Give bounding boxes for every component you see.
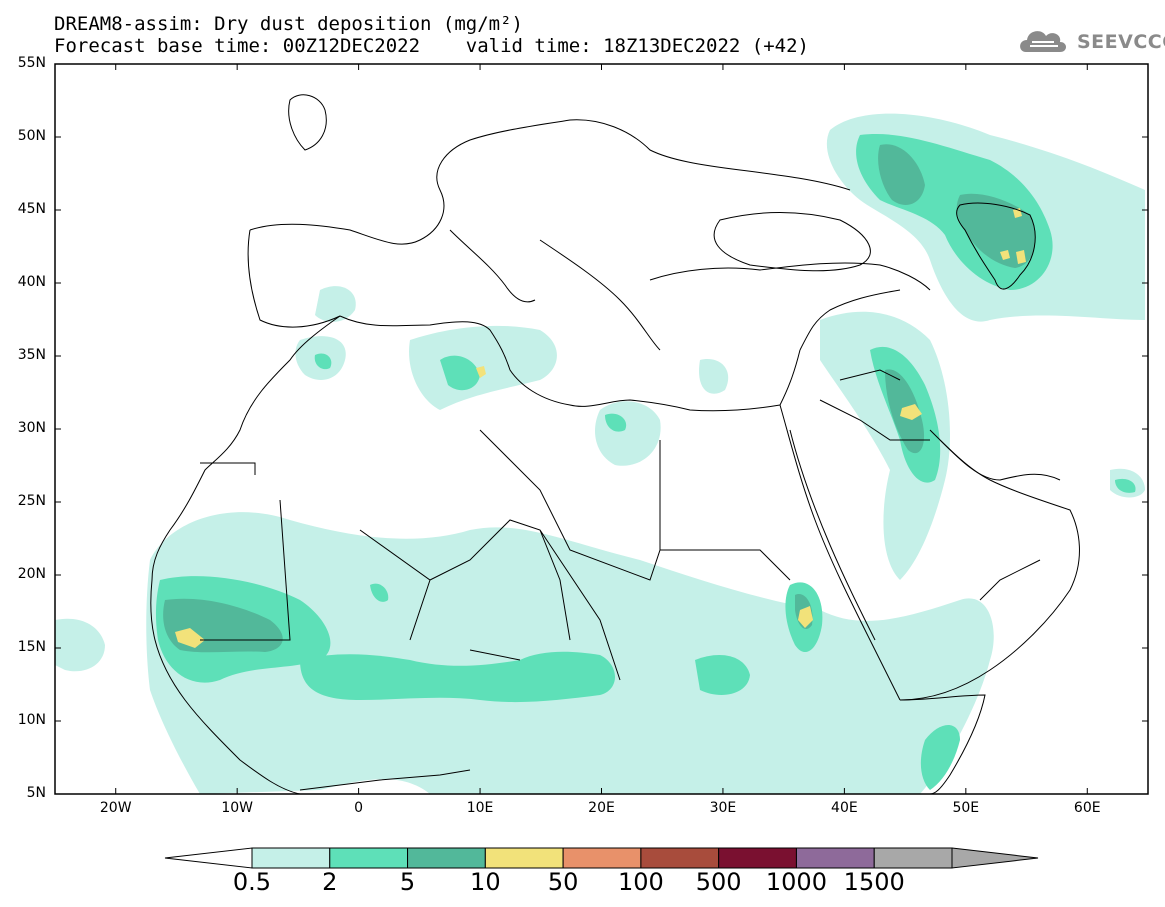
lat-label: 35N bbox=[17, 347, 46, 363]
lat-label: 55N bbox=[17, 55, 46, 71]
colorbar-label: 5 bbox=[399, 868, 416, 896]
lat-label: 45N bbox=[17, 201, 46, 217]
colorbar-label: 10 bbox=[470, 868, 501, 896]
colorbar-label: 0.5 bbox=[232, 868, 272, 896]
colorbar-segment bbox=[640, 847, 720, 869]
lon-label: 40E bbox=[831, 800, 858, 816]
lat-label: 50N bbox=[17, 128, 46, 144]
lat-label: 5N bbox=[26, 785, 46, 801]
colorbar-label: 2 bbox=[322, 868, 338, 896]
colorbar-segment bbox=[718, 847, 797, 869]
lon-label: 10E bbox=[466, 800, 494, 816]
colorbar-segment bbox=[795, 847, 875, 869]
lon-label: 30E bbox=[709, 800, 737, 816]
colorbar-label: 500 bbox=[695, 868, 742, 896]
colorbar-segment bbox=[407, 847, 486, 869]
colorbar-high-arrow bbox=[951, 847, 1039, 869]
colorbar-segment bbox=[251, 847, 331, 869]
lat-label: 15N bbox=[17, 639, 46, 655]
lat-label: 20N bbox=[17, 566, 46, 582]
lon-label: 20E bbox=[588, 800, 615, 816]
colorbar-low-arrow bbox=[164, 847, 253, 869]
lon-label: 50E bbox=[952, 800, 980, 816]
lat-label: 40N bbox=[17, 274, 46, 290]
lat-label: 30N bbox=[17, 420, 46, 436]
lat-label: 25N bbox=[17, 493, 46, 509]
coastlines bbox=[150, 94, 1080, 794]
logo-text: SEEVCCC bbox=[1077, 31, 1165, 53]
colorbar bbox=[164, 847, 1039, 869]
colorbar-segment bbox=[329, 847, 409, 869]
map-title: DREAM8-assim: Dry dust deposition (mg/m²… bbox=[54, 13, 523, 35]
lon-label: 60E bbox=[1073, 800, 1101, 816]
lon-label: 20W bbox=[99, 800, 132, 816]
colorbar-label: 50 bbox=[547, 868, 579, 896]
lat-label: 10N bbox=[17, 712, 46, 728]
dust-fields bbox=[55, 113, 1145, 794]
lon-label: 0 bbox=[354, 800, 364, 816]
colorbar-label: 100 bbox=[617, 868, 664, 896]
lon-label: 10W bbox=[221, 800, 253, 816]
cloud-logo-icon bbox=[1020, 31, 1066, 52]
forecast-time-subtitle: Forecast base time: 00Z12DEC2022 valid t… bbox=[54, 35, 809, 57]
axis-ticks bbox=[55, 63, 1148, 795]
colorbar-segment bbox=[873, 847, 953, 869]
colorbar-segment bbox=[562, 847, 642, 869]
colorbar-segment bbox=[484, 847, 564, 869]
colorbar-label: 1000 bbox=[765, 868, 827, 896]
colorbar-label: 1500 bbox=[843, 868, 905, 896]
